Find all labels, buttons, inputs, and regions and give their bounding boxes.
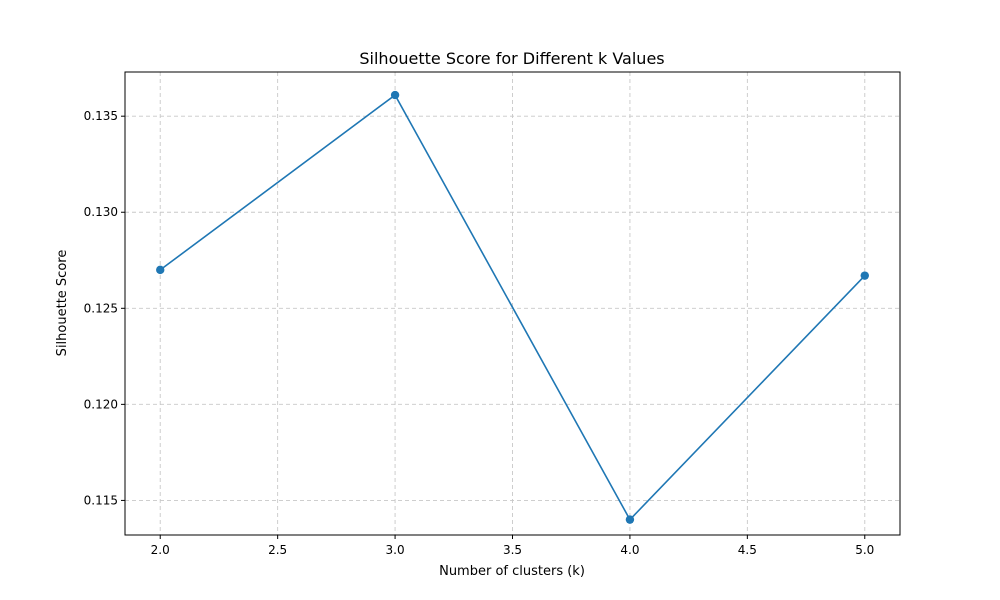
x-tick-label: 4.0 <box>620 543 639 557</box>
data-point <box>156 265 165 275</box>
x-tick-label: 3.5 <box>503 543 522 557</box>
x-axis: 2.0 2.5 3.0 3.5 4.0 4.5 5.0 <box>151 535 874 557</box>
x-tick-label: 5.0 <box>855 543 874 557</box>
x-axis-label: Number of clusters (k) <box>439 564 585 579</box>
chart-title: Silhouette Score for Different k Values <box>359 49 664 68</box>
y-tick-label: 0.125 <box>84 301 118 315</box>
data-point <box>390 90 400 100</box>
x-tick-label: 2.5 <box>268 543 287 557</box>
x-tick-label: 3.0 <box>386 543 405 557</box>
y-tick-label: 0.135 <box>84 109 118 123</box>
y-tick-label: 0.115 <box>84 493 118 507</box>
y-tick-label: 0.120 <box>84 397 118 411</box>
grid <box>125 72 900 535</box>
y-axis: 0.115 0.120 0.125 0.130 0.135 <box>84 109 125 507</box>
x-tick-label: 2.0 <box>151 543 170 557</box>
series-layer <box>156 90 869 524</box>
data-point <box>860 271 869 280</box>
series-line <box>159 93 866 521</box>
y-axis-label: Silhouette Score <box>55 250 70 357</box>
y-tick-label: 0.130 <box>84 205 118 219</box>
data-point <box>625 515 635 524</box>
x-tick-label: 4.5 <box>738 543 757 557</box>
